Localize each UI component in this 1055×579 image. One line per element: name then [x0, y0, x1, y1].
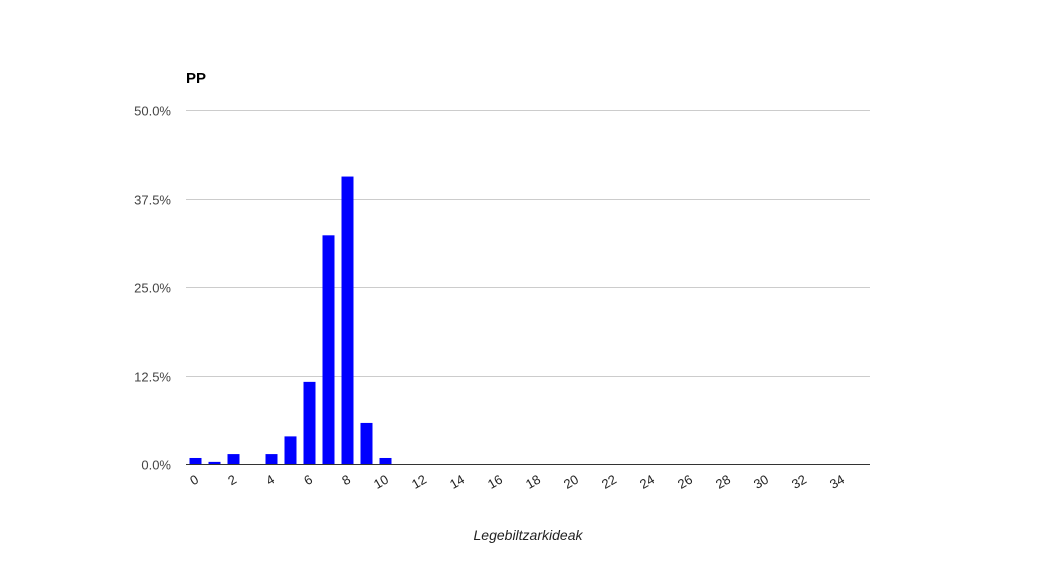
gridlines [186, 110, 870, 377]
y-tick-label: 12.5% [134, 370, 171, 385]
y-tick-label: 50.0% [134, 104, 171, 119]
bar-2 [227, 454, 240, 464]
bar-1 [208, 461, 221, 464]
bar-7 [322, 235, 335, 464]
bar-5 [284, 436, 297, 464]
y-tick-label: 0.0% [141, 458, 171, 473]
x-tick-label: 10 [371, 472, 391, 492]
bars [189, 176, 392, 464]
x-tick-label: 0 [187, 472, 201, 489]
x-tick-label: 34 [827, 472, 847, 492]
x-tick-label: 32 [789, 472, 809, 492]
x-tick-label: 22 [599, 472, 619, 492]
bar-10 [379, 457, 392, 464]
x-tick-label: 2 [225, 472, 239, 489]
x-tick-label: 18 [523, 472, 543, 492]
x-tick-label: 30 [751, 472, 771, 492]
y-tick-label: 37.5% [134, 193, 171, 208]
x-axis-label: Legebiltzarkideak [474, 527, 584, 543]
x-axis-ticks: 0 2 4 6 8 10 12 14 16 18 20 22 24 26 28 30 32 34 [187, 472, 847, 492]
x-tick-label: 20 [561, 472, 581, 492]
y-axis-ticks: 0.0% 12.5% 25.0% 37.5% 50.0% [134, 104, 171, 473]
y-tick-label: 25.0% [134, 281, 171, 296]
x-tick-label: 14 [447, 472, 467, 492]
x-tick-label: 16 [485, 472, 505, 492]
chart-title: PP [186, 70, 206, 87]
x-tick-label: 12 [409, 472, 429, 492]
bar-4 [265, 454, 278, 464]
x-tick-label: 24 [637, 472, 657, 492]
x-tick-label: 8 [339, 472, 353, 489]
bar-8 [341, 176, 354, 464]
bar-0 [189, 457, 202, 464]
x-tick-label: 4 [263, 472, 277, 489]
bar-9 [360, 422, 373, 464]
bar-6 [303, 381, 316, 464]
x-tick-label: 26 [675, 472, 695, 492]
x-tick-label: 28 [713, 472, 733, 492]
x-tick-label: 6 [301, 472, 315, 489]
